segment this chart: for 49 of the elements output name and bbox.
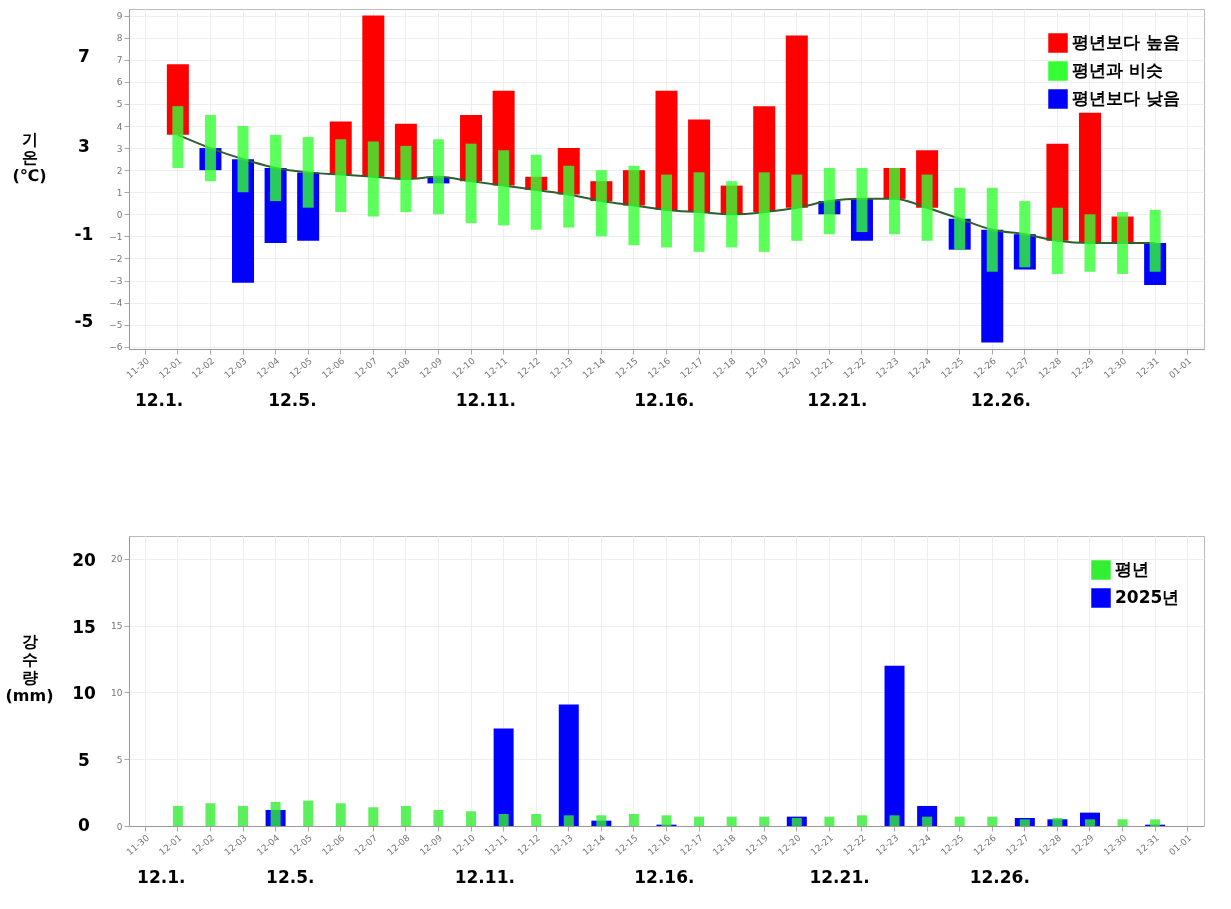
y-tick-label: 7 [116, 55, 123, 66]
text: 12.5. [268, 390, 317, 410]
text: -5 [74, 311, 94, 332]
y-tick-label: −4 [109, 298, 123, 309]
legend-label: 평년보다 낮음 [1072, 88, 1180, 108]
text: 12.21. [807, 390, 868, 410]
y-tick-label: −3 [109, 276, 123, 287]
y-tick-label: 9 [116, 11, 123, 22]
y-tick-label: −1 [109, 231, 123, 242]
text: 0 [78, 815, 91, 835]
y-tick-label: 6 [116, 77, 123, 88]
text: 12.16. [634, 867, 695, 887]
y-tick-label: 20 [111, 554, 123, 565]
y-tick-label: 10 [111, 687, 123, 698]
legend-label: 평년과 비슷 [1072, 60, 1163, 80]
y-tick-label: 0 [116, 821, 123, 832]
y-tick-label: 15 [111, 621, 123, 632]
y-tick-label: 5 [116, 99, 123, 110]
text: 12.26. [970, 390, 1031, 410]
y-tick-label: 4 [116, 121, 123, 132]
text: 5 [78, 750, 90, 771]
legend-label: 평년 [1115, 559, 1149, 579]
text: 12.16. [634, 390, 695, 410]
y-tick-label: 1 [116, 187, 123, 198]
y-tick-label: −5 [109, 320, 123, 331]
text: 12.11. [455, 390, 517, 410]
text: 12.11. [454, 867, 515, 887]
text: 12.1. [134, 390, 184, 410]
text: 12.1. [137, 867, 186, 887]
legend-label: 2025년 [1115, 587, 1180, 607]
text: 3 [78, 135, 90, 156]
text: 12.5. [266, 867, 315, 887]
y-axis-title: 기 온 (℃) [12, 129, 47, 185]
y-tick-label: 8 [116, 33, 123, 44]
legend-label: 평년보다 높음 [1072, 32, 1180, 52]
y-tick-label: −6 [109, 342, 123, 353]
y-axis-title: 강 수 량 (mm) [5, 631, 54, 705]
text: 20 [72, 549, 96, 570]
text: 10 [72, 683, 96, 704]
text: 7 [78, 46, 90, 67]
y-tick-label: 0 [116, 209, 123, 220]
text: 12.26. [969, 867, 1030, 887]
y-tick-label: 2 [116, 165, 123, 176]
text: 12.21. [809, 867, 870, 887]
text: -1 [74, 224, 94, 245]
y-tick-label: −2 [109, 253, 123, 264]
y-tick-label: 5 [116, 754, 123, 765]
text: 15 [72, 616, 96, 637]
y-tick-label: 3 [116, 143, 123, 154]
